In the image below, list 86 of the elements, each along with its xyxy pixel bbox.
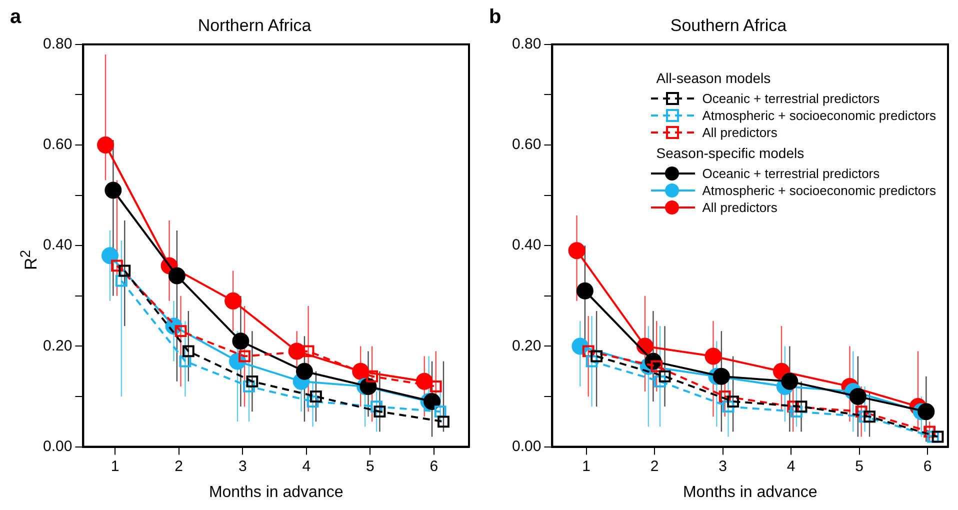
x-axis-title: Months in advance	[682, 484, 818, 501]
point	[104, 182, 122, 199]
point	[111, 260, 123, 272]
legend-label: Oceanic + terrestrial predictors	[702, 166, 880, 182]
point	[849, 388, 866, 405]
legend-label: Atmospheric + socioeconomic predictors	[702, 182, 936, 198]
text: a	[10, 6, 22, 29]
legend-label: All predictors	[702, 124, 778, 140]
point	[718, 390, 731, 402]
point	[430, 380, 442, 392]
point	[97, 136, 114, 154]
y-tick-label: 0.20	[512, 337, 542, 354]
y-tick-label: 0.80	[512, 36, 542, 53]
y-tick-label: 0.80	[42, 36, 72, 53]
point	[182, 345, 194, 358]
point	[927, 430, 939, 443]
point	[787, 400, 800, 413]
point	[918, 403, 935, 420]
y-tick-label: 0.40	[512, 236, 542, 254]
point	[179, 355, 192, 368]
point	[712, 368, 730, 385]
point	[658, 370, 671, 382]
point	[795, 400, 808, 413]
annotation: Season-specific models	[656, 145, 806, 161]
legend-label: Atmospheric + socioeconomic predictors	[702, 108, 936, 124]
point	[727, 396, 739, 408]
x-tick-label: 1	[110, 458, 120, 475]
point	[224, 292, 242, 310]
point	[586, 355, 598, 368]
point	[306, 396, 319, 408]
y-tick-label: 0.40	[42, 236, 72, 254]
point	[296, 362, 313, 380]
point	[704, 348, 722, 365]
point	[858, 410, 871, 423]
point	[366, 370, 378, 382]
y-tick-label: 0.00	[512, 438, 542, 455]
point	[174, 325, 187, 338]
point	[168, 267, 186, 284]
point	[424, 393, 441, 410]
point	[370, 400, 382, 413]
point	[582, 345, 594, 358]
chart-title: Northern Africa	[198, 16, 312, 35]
annotation: All-season models	[656, 70, 772, 86]
point	[590, 350, 602, 362]
legend-label: Oceanic + terrestrial predictors	[702, 90, 880, 106]
point	[243, 380, 255, 392]
x-tick-label: 5	[855, 458, 864, 475]
chart-title: Southern Africa	[670, 16, 788, 35]
point	[310, 390, 322, 402]
point	[568, 242, 586, 260]
point	[722, 400, 734, 413]
point	[246, 375, 258, 388]
point	[864, 410, 876, 423]
x-tick-label: 4	[786, 458, 796, 475]
y-tick-label: 0.00	[42, 438, 72, 455]
x-tick-label: 5	[366, 458, 374, 475]
y-tick-label: 0.60	[42, 136, 72, 154]
point	[855, 406, 868, 418]
x-tick-label: 6	[923, 458, 932, 475]
point	[302, 345, 314, 358]
x-tick-label: 3	[718, 458, 727, 475]
point	[434, 406, 446, 418]
y-tick-label: 0.60	[512, 136, 542, 154]
point	[101, 247, 118, 264]
text: b	[489, 6, 502, 29]
point	[238, 350, 250, 362]
x-tick-label: 3	[238, 458, 247, 475]
point	[654, 375, 666, 388]
point	[576, 282, 594, 300]
x-tick-label: 2	[650, 458, 659, 475]
x-tick-label: 1	[582, 458, 590, 475]
point	[116, 274, 128, 287]
point	[781, 372, 798, 390]
point	[932, 430, 944, 443]
x-axis-title: Months in advance	[208, 484, 344, 501]
y-tick-label: 0.20	[42, 337, 72, 354]
point	[118, 264, 131, 277]
x-tick-label: 4	[302, 458, 311, 475]
x-tick-label: 6	[430, 458, 438, 475]
point	[232, 332, 250, 350]
legend-label: All predictors	[702, 200, 778, 216]
point	[438, 416, 450, 428]
point	[924, 426, 936, 438]
point	[374, 406, 386, 418]
x-tick-label: 2	[174, 458, 184, 475]
point	[790, 406, 802, 418]
